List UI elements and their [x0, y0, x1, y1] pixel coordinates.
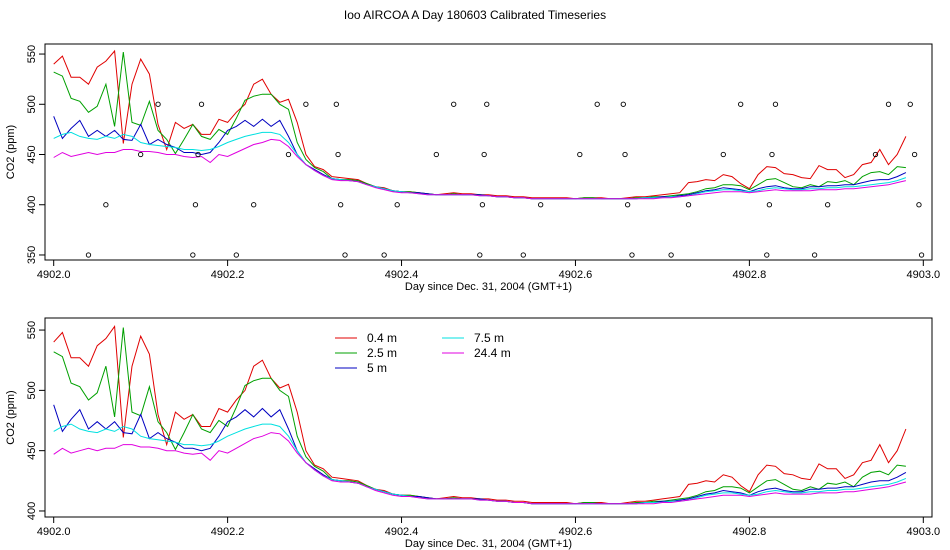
y-tick-label: 400: [26, 196, 38, 214]
series-line-2-5-m: [53, 51, 906, 200]
data-point: [190, 252, 196, 258]
y-tick-label: 550: [26, 321, 38, 339]
data-point: [916, 202, 922, 208]
data-point: [481, 151, 487, 158]
data-point: [85, 252, 92, 258]
x-tick-label: 4902.2: [211, 526, 245, 538]
series-line-7-5-m: [53, 131, 907, 200]
data-point: [911, 151, 918, 158]
x-tick-label: 4902.0: [37, 526, 71, 538]
x-tick-label: 4902.2: [211, 269, 245, 281]
y-tick-label: 450: [26, 441, 38, 459]
data-point: [333, 101, 339, 107]
x-tick-label: 4902.0: [37, 269, 71, 281]
data-point: [624, 202, 631, 208]
x-tick-label: 4903.0: [906, 526, 940, 538]
chart-title: Ioo AIRCOA A Day 180603 Calibrated Times…: [344, 8, 606, 22]
y-tick-label: 500: [26, 381, 38, 399]
data-point: [433, 151, 439, 158]
data-point: [764, 252, 770, 258]
x-tick-label: 4902.4: [385, 526, 419, 538]
series-line-5-m: [53, 116, 907, 200]
legend-label: 24.4 m: [474, 346, 511, 360]
x-axis-label: Day since Dec. 31, 2004 (GMT+1): [405, 538, 572, 550]
panel-top: 4902.0 4902.2 4902.4 4902.6 4902.8 4903.0 350 4…: [5, 43, 940, 293]
data-point: [520, 252, 526, 258]
data-point: [685, 202, 692, 208]
plot-frame: [44, 317, 933, 518]
data-point: [192, 202, 199, 208]
data-point: [811, 252, 818, 258]
y-tick-label: 450: [26, 145, 38, 163]
data-point: [772, 101, 779, 107]
series-line-0-4-m: [53, 49, 907, 200]
y-tick-label: 550: [26, 45, 38, 63]
y-tick-label: 400: [26, 502, 38, 520]
y-axis-label: CO2 (ppm): [5, 390, 17, 444]
legend-label: 7.5 m: [474, 331, 504, 345]
x-tick-label: 4902.8: [733, 269, 767, 281]
x-tick-label: 4902.4: [385, 269, 419, 281]
legend-label: 2.5 m: [367, 346, 397, 360]
x-tick-label: 4903.0: [906, 269, 940, 281]
data-point: [285, 151, 292, 158]
data-point: [451, 101, 457, 107]
y-tick-label: 350: [26, 246, 38, 264]
plot-frame: [44, 43, 933, 261]
series-line-24-4-m: [53, 432, 907, 505]
data-point: [251, 202, 257, 208]
data-point: [622, 151, 628, 158]
data-point: [198, 101, 205, 107]
data-point: [195, 151, 201, 158]
data-point: [479, 202, 486, 208]
data-point: [720, 151, 726, 158]
data-point: [335, 151, 341, 158]
x-tick-label: 4902.6: [559, 269, 593, 281]
data-point: [394, 202, 400, 208]
data-point: [594, 101, 600, 107]
data-point: [918, 252, 925, 258]
data-point: [303, 101, 309, 107]
data-point: [620, 101, 626, 107]
data-point: [155, 101, 161, 107]
x-axis-label: Day since Dec. 31, 2004 (GMT+1): [405, 281, 572, 293]
data-point: [233, 252, 239, 258]
data-point: [769, 151, 775, 158]
data-point: [484, 101, 490, 107]
x-tick-label: 4902.8: [733, 526, 767, 538]
panel-bottom: 4902.0 4902.2 4902.4 4902.6 4902.8 4903.0 400 4…: [5, 317, 940, 550]
data-point: [907, 101, 913, 107]
series-line-5-m: [53, 404, 907, 505]
data-point: [738, 101, 744, 107]
data-point: [577, 151, 583, 158]
data-point: [138, 151, 144, 158]
y-axis-label: CO2 (ppm): [5, 125, 17, 179]
data-point: [668, 252, 674, 258]
data-point: [885, 101, 892, 107]
data-point: [381, 252, 387, 258]
legend-label: 5 m: [367, 361, 387, 375]
data-point: [872, 151, 879, 158]
data-point: [629, 252, 635, 258]
data-point: [766, 202, 773, 208]
data-point: [103, 202, 109, 208]
data-point: [538, 202, 544, 208]
data-point: [477, 252, 483, 258]
data-point: [824, 202, 831, 208]
data-point: [342, 252, 348, 258]
legend-label: 0.4 m: [367, 331, 397, 345]
y-tick-label: 500: [26, 95, 38, 113]
series-line-7-5-m: [53, 423, 907, 505]
series-line-24-4-m: [53, 138, 907, 200]
x-tick-label: 4902.6: [559, 526, 593, 538]
data-point: [338, 202, 344, 208]
